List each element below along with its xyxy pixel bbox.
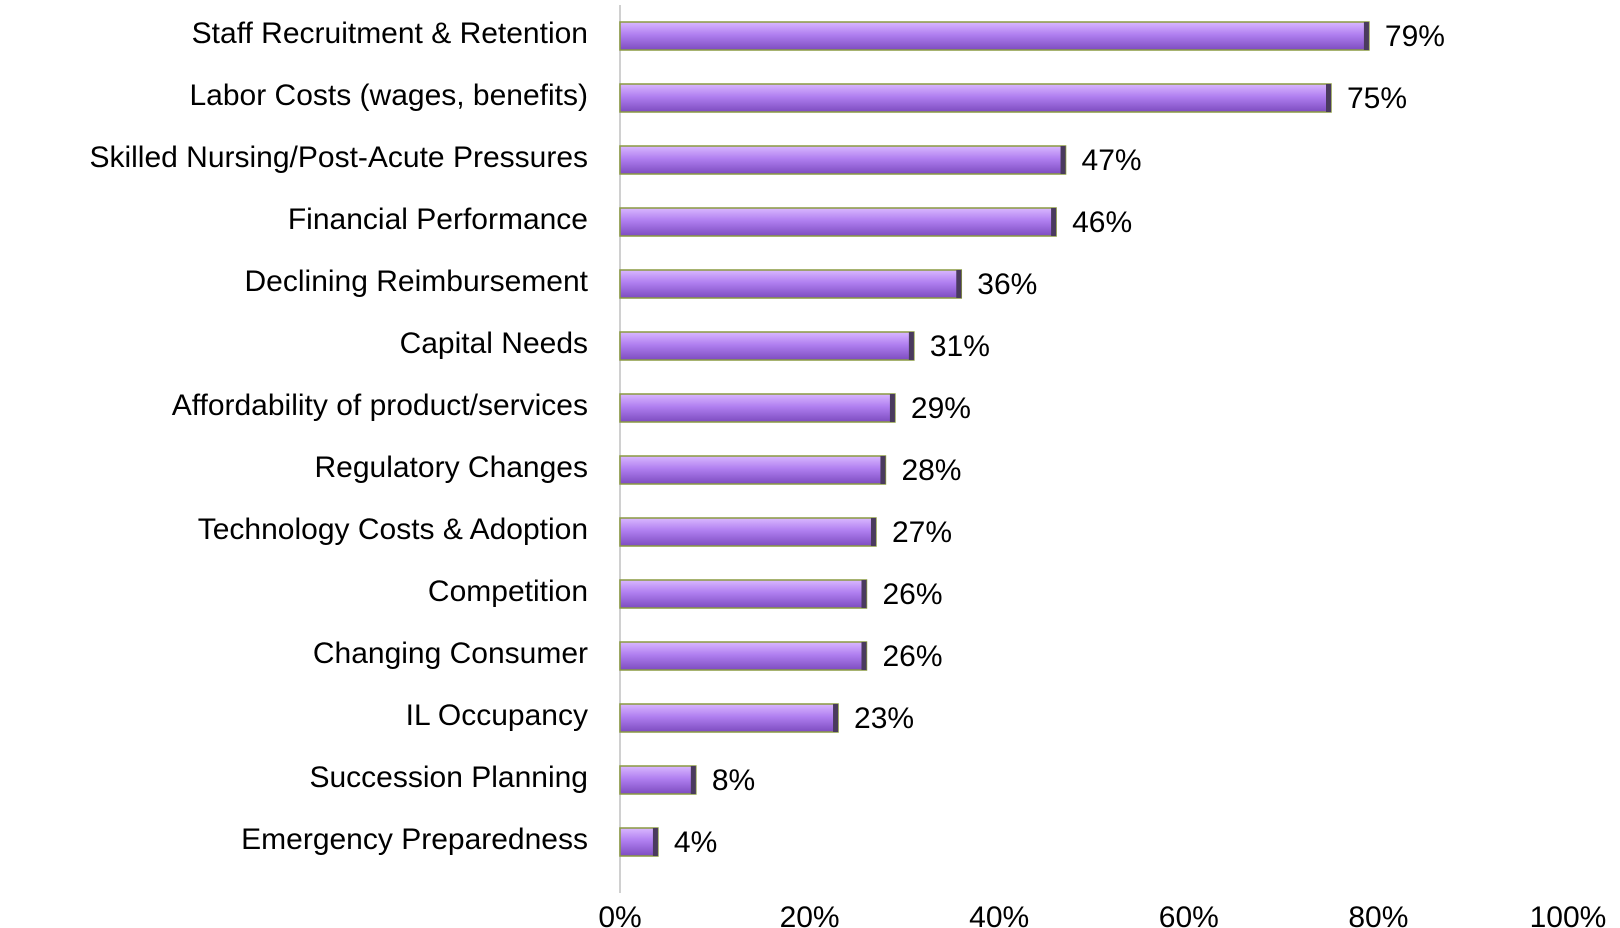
x-tick-label: 0% [598, 901, 641, 928]
y-tick-label: Regulatory Changes [314, 451, 588, 484]
y-tick-label: Financial Performance [288, 203, 588, 236]
bar [619, 827, 659, 857]
bar-edge [652, 828, 658, 856]
x-tick-label: 40% [969, 901, 1029, 928]
bar-edge [833, 704, 839, 732]
value-label: 23% [854, 702, 914, 735]
value-label: 28% [901, 454, 961, 487]
bar [619, 269, 963, 299]
bar [619, 765, 697, 795]
y-tick-label: Skilled Nursing/Post-Acute Pressures [89, 141, 588, 174]
bar [619, 641, 868, 671]
x-tick-label: 80% [1348, 901, 1408, 928]
x-tick-label: 20% [780, 901, 840, 928]
bar [619, 393, 896, 423]
value-label: 8% [712, 764, 755, 797]
value-label: 46% [1072, 206, 1132, 239]
x-tick-label: 60% [1159, 901, 1219, 928]
bar-edge [1326, 84, 1331, 112]
bar-edge [1060, 146, 1066, 174]
y-tick-label: IL Occupancy [406, 699, 588, 732]
bar-edge [861, 642, 867, 670]
bar-edge [889, 394, 895, 422]
value-label: 79% [1385, 20, 1445, 53]
y-tick-label: Competition [428, 575, 588, 608]
bar [619, 145, 1067, 175]
value-label: 31% [930, 330, 990, 363]
bar [619, 703, 839, 733]
y-tick-label: Affordability of product/services [172, 389, 588, 422]
value-label: 26% [882, 640, 942, 673]
bar-edge [690, 766, 696, 794]
value-label: 36% [977, 268, 1037, 301]
bar-edge [908, 332, 914, 360]
y-tick-label: Capital Needs [400, 327, 588, 360]
bar [619, 331, 915, 361]
bar [619, 207, 1057, 237]
y-tick-label: Declining Reimbursement [245, 265, 589, 298]
value-label: 27% [892, 516, 952, 549]
bar-edge [1363, 22, 1369, 50]
bar-edge [870, 518, 876, 546]
bar [619, 579, 868, 609]
value-label: 29% [911, 392, 971, 425]
bar-edge [1051, 208, 1057, 236]
y-tick-label: Changing Consumer [313, 637, 588, 670]
bar-edge [956, 270, 962, 298]
x-tick-label: 100% [1530, 901, 1607, 928]
value-label: 75% [1347, 82, 1407, 115]
bar [619, 21, 1370, 51]
y-tick-label: Labor Costs (wages, benefits) [189, 79, 588, 112]
value-label: 47% [1082, 144, 1142, 177]
bar [619, 455, 887, 485]
y-tick-label: Staff Recruitment & Retention [192, 17, 588, 50]
y-tick-label: Succession Planning [309, 761, 588, 794]
y-tick-label: Emergency Preparedness [241, 823, 588, 856]
y-tick-label: Technology Costs & Adoption [198, 513, 588, 546]
value-label: 4% [674, 826, 717, 859]
bar-edge [861, 580, 867, 608]
bar-edge [880, 456, 886, 484]
bar [619, 517, 877, 547]
bar [619, 83, 1332, 113]
value-label: 26% [882, 578, 942, 611]
